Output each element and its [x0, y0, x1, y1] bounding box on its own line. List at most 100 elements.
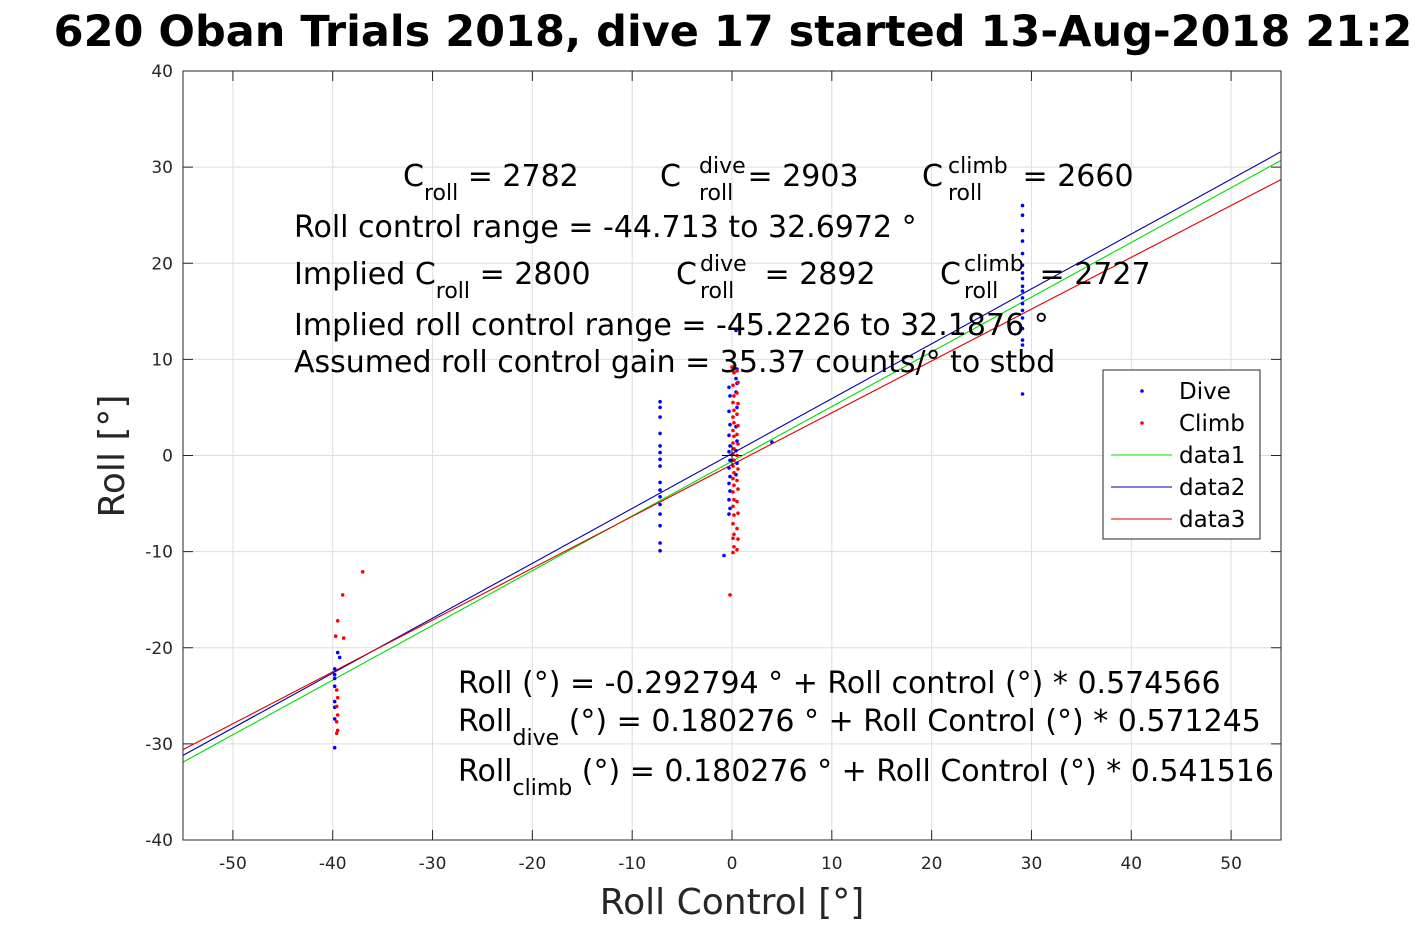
data-point-dive: [1020, 203, 1025, 208]
data-point-dive: [728, 458, 732, 463]
y-tick-label: -30: [145, 735, 173, 755]
data-point-dive: [727, 433, 731, 438]
data-point-climb: [736, 511, 740, 515]
data-point-dive: [1020, 289, 1025, 293]
data-point-dive: [727, 466, 731, 470]
data-point-dive: [658, 523, 662, 528]
data-point-dive: [658, 399, 662, 404]
data-point-dive: [727, 449, 731, 454]
data-point-dive: [728, 394, 732, 398]
data-point-dive: [332, 667, 337, 671]
data-point-climb: [731, 504, 735, 509]
data-point-climb: [732, 447, 736, 451]
data-point-climb: [732, 545, 736, 549]
data-point-climb: [732, 458, 736, 463]
data-point-dive: [332, 672, 337, 677]
annotation-implied-c-roll: Implied Croll = 2800: [294, 257, 591, 304]
y-tick-label: 40: [151, 62, 173, 82]
y-tick-label: -10: [145, 543, 173, 563]
data-point-climb: [735, 391, 739, 395]
data-point-climb: [334, 731, 339, 736]
data-point-dive: [332, 676, 337, 681]
data-point-dive: [1020, 263, 1025, 268]
annotation-gain: Assumed roll control gain = 35.37 counts…: [294, 345, 1055, 380]
data-point-climb: [736, 423, 740, 428]
data-point-climb: [335, 713, 340, 717]
data-point-climb: [735, 432, 739, 437]
data-point-climb: [735, 547, 739, 552]
data-point-dive: [1020, 284, 1025, 289]
x-tick-label: 0: [727, 854, 738, 874]
data-point-climb: [335, 728, 340, 733]
annotation-fit: Roll (°) = -0.292794 ° + Roll control (°…: [458, 666, 1221, 701]
x-tick-label: -10: [618, 854, 646, 874]
data-point-climb: [731, 415, 735, 419]
x-tick-label: 10: [821, 854, 843, 874]
data-point-climb: [736, 380, 740, 385]
data-point-dive: [658, 405, 662, 410]
data-point-dive: [1020, 308, 1025, 313]
data-point-dive: [332, 745, 337, 750]
data-point-dive: [734, 328, 738, 333]
data-point-climb: [335, 695, 340, 700]
data-point-climb: [731, 400, 735, 405]
x-tick-label: -50: [219, 854, 247, 874]
data-point-climb: [735, 478, 739, 483]
data-point-dive: [658, 541, 662, 545]
legend-label-climb: Climb: [1179, 411, 1245, 437]
data-point-dive: [337, 655, 342, 660]
data-point-climb: [732, 497, 736, 502]
data-point-dive: [727, 497, 731, 502]
data-point-dive: [770, 440, 774, 444]
data-point-dive: [1020, 316, 1025, 320]
data-point-dive: [735, 439, 739, 443]
data-point-climb: [334, 720, 339, 724]
x-tick-label: 20: [921, 854, 943, 874]
legend-label-dive: Dive: [1179, 379, 1231, 405]
x-tick-label: 30: [1021, 854, 1043, 874]
data-point-climb: [360, 570, 365, 574]
annotation-fit-climb: Rollclimb (°) = 0.180276 ° + Roll Contro…: [458, 754, 1274, 801]
legend: Dive Climb data1 data2 data3: [1102, 369, 1261, 540]
data-point-dive: [1020, 367, 1025, 371]
data-point-dive: [658, 495, 662, 499]
data-point-dive: [735, 461, 739, 466]
data-point-dive: [658, 502, 662, 507]
data-point-climb: [334, 688, 339, 692]
data-point-climb: [732, 421, 736, 425]
data-point-climb: [730, 365, 734, 369]
data-point-climb: [736, 487, 740, 491]
data-point-climb: [335, 619, 340, 623]
x-tick-label: -30: [419, 854, 447, 874]
data-point-climb: [735, 369, 739, 373]
data-point-climb: [731, 383, 735, 388]
y-axis-label: Roll [°]: [92, 395, 133, 518]
data-point-climb: [732, 434, 736, 439]
data-point-climb: [334, 704, 339, 709]
data-point-climb: [736, 401, 740, 406]
data-point-climb: [731, 536, 735, 540]
data-point-climb: [731, 428, 735, 433]
data-point-dive: [727, 385, 731, 390]
legend-label-data3: data3: [1179, 507, 1245, 533]
x-tick-label: 40: [1120, 854, 1142, 874]
data-point-dive: [727, 512, 731, 516]
data-point-dive: [1020, 296, 1025, 300]
data-point-climb: [728, 593, 732, 597]
y-tick-label: -40: [145, 831, 173, 851]
data-point-dive: [728, 489, 732, 493]
annotation-c-roll: Croll = 2782: [403, 159, 579, 206]
data-point-dive: [658, 457, 662, 462]
data-point-climb: [340, 593, 345, 597]
data-point-climb: [736, 467, 740, 471]
data-point-climb: [732, 371, 736, 375]
plot-frame: [182, 70, 1282, 841]
data-point-climb: [735, 412, 739, 417]
legend-label-data2: data2: [1179, 475, 1245, 501]
data-point-dive: [658, 512, 662, 516]
data-point-dive: [735, 405, 739, 410]
